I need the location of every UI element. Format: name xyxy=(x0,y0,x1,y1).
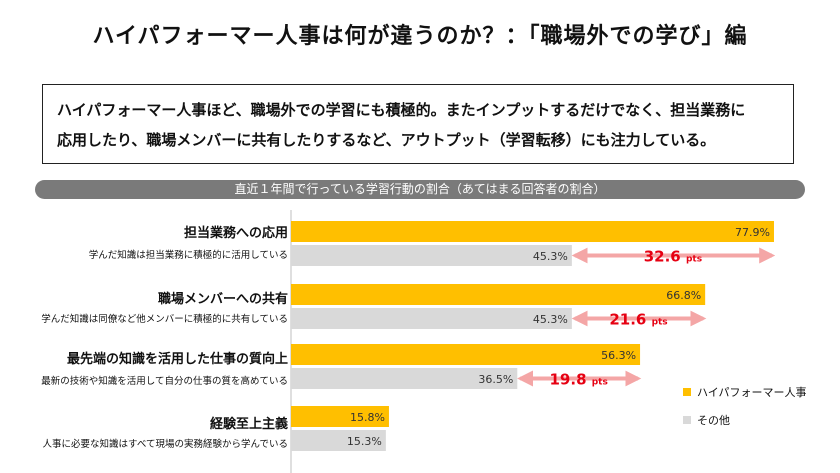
legend-label: その他 xyxy=(697,414,730,427)
bar-label-high: 77.9% xyxy=(735,226,770,239)
category-description: 人事に必要な知識はすべて現場の実務経験から学んでいる xyxy=(42,439,288,450)
legend-swatch-high xyxy=(683,388,691,396)
category-title: 職場メンバーへの共有 xyxy=(157,292,288,307)
category-description: 学んだ知識は担当業務に積極的に活用している xyxy=(88,250,288,261)
bar-high-performer xyxy=(291,344,641,365)
summary-box: ハイパフォーマー人事ほど、職場外での学習にも積極的。またインプットするだけでなく… xyxy=(42,84,794,164)
bar-high-performer xyxy=(291,406,389,427)
legend: ハイパフォーマー人事 その他 xyxy=(683,384,807,440)
page-title: ハイパフォーマー人事は何が違うのか？：「職場外での学び」編 xyxy=(92,24,748,49)
bar-high-performer xyxy=(291,284,706,305)
legend-item: その他 xyxy=(683,412,807,428)
difference-label: 19.8 pts xyxy=(550,371,608,389)
bar-other xyxy=(291,308,572,329)
bar-other xyxy=(291,368,518,389)
legend-item: ハイパフォーマー人事 xyxy=(683,384,807,400)
bar-label-other: 45.3% xyxy=(533,250,568,263)
category-title: 最先端の知識を活用した仕事の質向上 xyxy=(66,352,288,367)
summary-line-1: ハイパフォーマー人事ほど、職場外での学習にも積極的。またインプットするだけでなく… xyxy=(57,101,746,119)
category-description: 学んだ知識は同僚など他メンバーに積極的に共有している xyxy=(41,314,288,325)
bar-label-high: 15.8% xyxy=(350,411,385,424)
bar-label-high: 56.3% xyxy=(601,349,636,362)
bar-label-other: 15.3% xyxy=(347,435,382,448)
legend-label: ハイパフォーマー人事 xyxy=(697,386,807,399)
category-title: 経験至上主義 xyxy=(209,417,288,432)
bar-other xyxy=(291,430,386,451)
legend-swatch-other xyxy=(683,416,691,424)
category-description: 最新の技術や知識を活用して自分の仕事の質を高めている xyxy=(41,376,288,387)
bar-label-other: 36.5% xyxy=(478,373,513,386)
bar-high-performer xyxy=(291,221,774,242)
category-title: 担当業務への応用 xyxy=(183,226,288,241)
chart-banner: 直近１年間で行っている学習行動の割合（あてはまる回答者の割合） xyxy=(35,180,805,199)
difference-label: 32.6 pts xyxy=(644,248,702,266)
summary-line-2: 応用したり、職場メンバーに共有したりするなど、アウトプット（学習転移）にも注力し… xyxy=(57,131,716,149)
difference-label: 21.6 pts xyxy=(609,311,667,329)
bar-label-other: 45.3% xyxy=(533,313,568,326)
bar-other xyxy=(291,245,572,266)
bar-label-high: 66.8% xyxy=(666,289,701,302)
